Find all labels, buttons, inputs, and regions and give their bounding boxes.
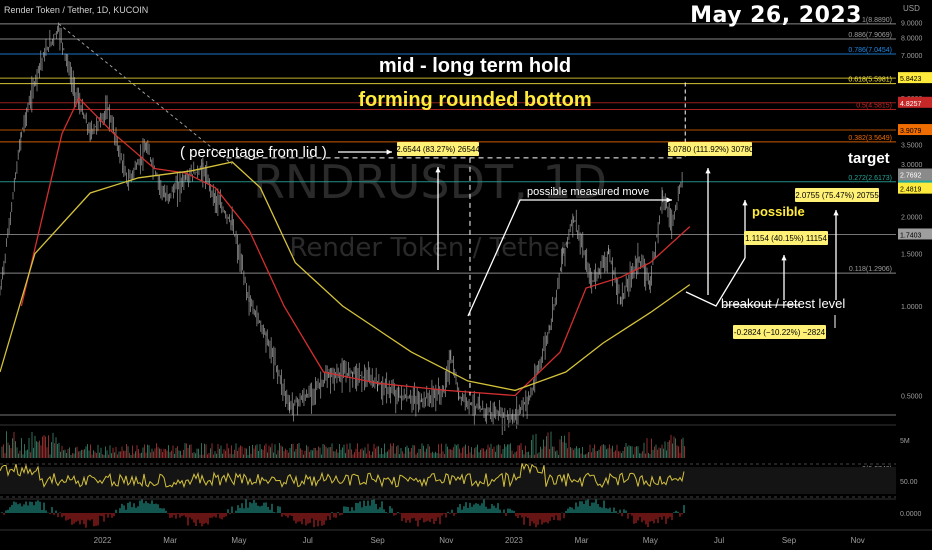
arrow-box3-head bbox=[833, 210, 839, 216]
symbol-header: Render Token / Tether, 1D, KUCOIN bbox=[4, 5, 149, 15]
label-box-5-bg bbox=[733, 325, 826, 339]
label-box-3: 2.0755 (75.47%) 20755 bbox=[795, 191, 879, 200]
annotation-target: target bbox=[848, 150, 890, 167]
price-tick-7: 3.0000 bbox=[901, 162, 923, 169]
price-tick-1: 8.0000 bbox=[901, 36, 923, 43]
time-tick-10: Sep bbox=[782, 536, 797, 545]
label-box-4-bg bbox=[744, 231, 828, 245]
price-tag-1: 4.8257 bbox=[900, 101, 922, 108]
arrow-measured-move-head bbox=[666, 197, 672, 203]
fib-label-1: 0.886(7.9069) bbox=[848, 32, 892, 39]
price-tick-0: 9.0000 bbox=[901, 20, 923, 27]
possible-path bbox=[685, 257, 746, 307]
osc-tick: 0.0000 bbox=[900, 511, 922, 518]
label-box-4: 1.1154 (40.15%) 11154 bbox=[745, 234, 827, 243]
time-tick-7: Mar bbox=[575, 536, 589, 545]
watermark-name: Render Token / Tether bbox=[290, 233, 571, 263]
time-tick-1: Mar bbox=[163, 536, 177, 545]
price-tag-bg-2 bbox=[898, 124, 932, 136]
price-candles bbox=[0, 22, 683, 436]
price-tick-2: 7.0000 bbox=[901, 53, 923, 60]
annotation-title-2: forming rounded bottom bbox=[358, 89, 591, 111]
price-tag-3: 2.7692 bbox=[900, 173, 922, 180]
price-tag-bg-7 bbox=[898, 228, 932, 240]
ma-fast-line bbox=[20, 97, 691, 397]
fib-label-7: 0.118(1.2906) bbox=[849, 266, 892, 273]
time-tick-8: May bbox=[643, 536, 658, 545]
price-tick-11: 1.0000 bbox=[901, 304, 923, 311]
price-tick-10: 1.5000 bbox=[901, 252, 923, 259]
fib-label-5: 0.382(3.5649) bbox=[848, 135, 892, 142]
price-axis-bg bbox=[896, 0, 932, 550]
currency-label: USD bbox=[903, 4, 920, 13]
rsi-band bbox=[0, 467, 896, 494]
time-tick-0: 2022 bbox=[94, 536, 112, 545]
time-tick-5: Nov bbox=[439, 536, 453, 545]
oscillator-bars bbox=[1, 498, 685, 528]
annotation-possible: possible bbox=[752, 204, 805, 219]
fib-label-4: 0.5(4.5815) bbox=[856, 103, 892, 110]
label-box-1: 2.6544 (83.27%) 26544 bbox=[396, 145, 480, 154]
label-box-2-bg bbox=[668, 142, 752, 156]
ma-slow-line bbox=[0, 161, 691, 392]
label-box-1-bg bbox=[397, 142, 479, 156]
annotation-measured-move: possible measured move bbox=[527, 186, 649, 198]
time-tick-4: Sep bbox=[370, 536, 385, 545]
arrow-possible-head bbox=[742, 200, 748, 206]
annotation-title-1: mid - long term hold bbox=[379, 55, 571, 77]
arrow-box4-head bbox=[781, 255, 787, 261]
arrow-percentage-head bbox=[386, 149, 392, 155]
time-tick-3: Jul bbox=[303, 536, 313, 545]
price-tag-bg-1 bbox=[898, 96, 932, 108]
price-tag-7: 1.7403 bbox=[900, 232, 922, 239]
price-tag-6: 2.4819 bbox=[900, 187, 922, 194]
price-tag-bg-3 bbox=[898, 168, 932, 180]
fib-label-2: 0.786(7.0454) bbox=[848, 47, 892, 54]
fib-label-3: 0.618(5.5981) bbox=[848, 77, 892, 84]
rsi-tick: 50.00 bbox=[900, 479, 918, 486]
annotation-percentage: ( percentage from lid ) bbox=[180, 144, 327, 161]
price-tag-bg-0 bbox=[898, 72, 932, 84]
descending-trendline bbox=[58, 23, 233, 165]
time-tick-2: May bbox=[231, 536, 246, 545]
price-tag-bg-6 bbox=[898, 182, 932, 194]
price-tick-6: 3.5000 bbox=[901, 142, 923, 149]
label-box-3-bg bbox=[795, 188, 879, 202]
rsi-line bbox=[0, 463, 685, 489]
volume-bars bbox=[1, 431, 685, 458]
chart-date: May 26, 2023 bbox=[690, 3, 862, 28]
annotation-breakout: breakout / retest level bbox=[721, 296, 845, 311]
time-tick-11: Nov bbox=[851, 536, 865, 545]
fib-label-0: 1(8.8890) bbox=[862, 17, 892, 24]
time-tick-6: 2023 bbox=[505, 536, 523, 545]
fib-label-6: 0.272(2.6173) bbox=[848, 175, 892, 182]
volume-tick: 5M bbox=[900, 438, 910, 445]
arrow-lid-up-head bbox=[435, 167, 441, 173]
label-box-5: -0.2824 (−10.22%) −2824 bbox=[734, 328, 826, 337]
measured-move-path bbox=[467, 199, 580, 317]
price-tag-2: 3.9079 bbox=[900, 128, 922, 135]
price-tag-0: 5.8423 bbox=[900, 76, 922, 83]
price-tick-12: 0.5000 bbox=[901, 393, 923, 400]
price-tick-9: 2.0000 bbox=[901, 215, 923, 222]
arrow-target-head bbox=[705, 168, 711, 174]
label-box-2: 3.0780 (111.92%) 30780 bbox=[667, 145, 754, 154]
time-tick-9: Jul bbox=[714, 536, 724, 545]
